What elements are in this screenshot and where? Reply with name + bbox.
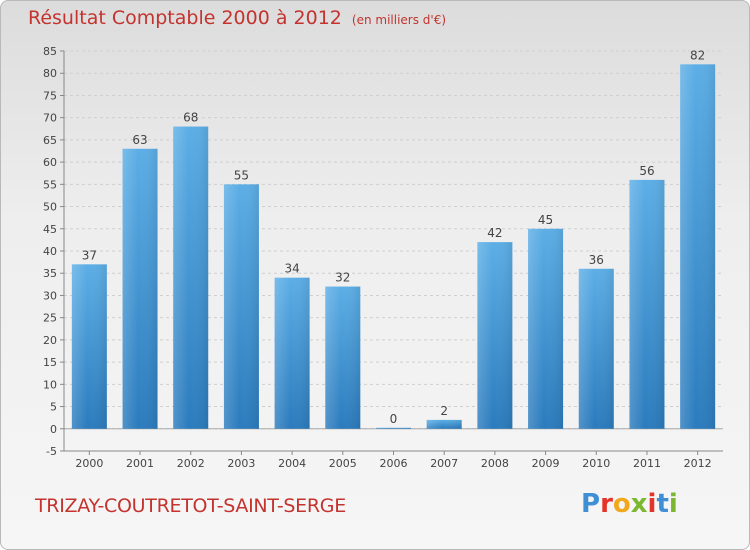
logo-letter: x <box>630 489 648 519</box>
value-label: 63 <box>132 133 147 147</box>
y-tick-label: 20 <box>43 334 57 347</box>
value-label: 82 <box>690 48 705 62</box>
y-tick-label: 5 <box>50 401 57 414</box>
y-tick-label: 25 <box>43 312 57 325</box>
x-tick-label: 2001 <box>126 457 154 470</box>
bar-2010 <box>578 268 614 429</box>
bar-shine <box>578 268 614 429</box>
bar-2006 <box>376 427 411 429</box>
y-tick-label: 80 <box>43 67 57 80</box>
chart-title-text: Résultat Comptable 2000 à 2012 <box>28 7 342 29</box>
bar-shine <box>325 286 361 429</box>
chart-title: Résultat Comptable 2000 à 2012 (en millie… <box>28 7 446 29</box>
bar-2002 <box>173 126 209 429</box>
value-label: 0 <box>390 412 398 426</box>
bar-shine <box>71 264 107 429</box>
value-label: 55 <box>234 168 249 182</box>
logo-letter: i <box>668 489 678 519</box>
bar-shine <box>122 148 158 429</box>
y-tick-label: 10 <box>43 378 57 391</box>
y-tick-label: -5 <box>46 445 57 458</box>
value-label: 68 <box>183 111 198 125</box>
logo-letter: t <box>656 489 669 519</box>
x-tick-label: 2012 <box>684 457 712 470</box>
value-label: 32 <box>335 271 350 285</box>
value-label: 37 <box>82 248 97 262</box>
bar-shine <box>426 419 462 429</box>
bars <box>71 64 716 429</box>
x-tick-label: 2011 <box>633 457 661 470</box>
x-tick-label: 2007 <box>430 457 458 470</box>
logo-letter: i <box>647 489 657 519</box>
x-tick-label: 2002 <box>177 457 205 470</box>
bar-shine <box>528 228 564 429</box>
bar-2009 <box>528 228 564 429</box>
bar-2011 <box>629 179 665 429</box>
value-label: 36 <box>589 253 604 267</box>
bar-2003 <box>223 184 259 429</box>
y-tick-label: 40 <box>43 245 57 258</box>
x-tick-label: 2006 <box>380 457 408 470</box>
value-label: 42 <box>487 226 502 240</box>
proxiti-logo: Proxiti <box>581 489 678 519</box>
y-tick-label: 45 <box>43 223 57 236</box>
value-label: 56 <box>639 164 654 178</box>
value-label: 45 <box>538 213 553 227</box>
bar-shine <box>223 184 259 429</box>
logo-letter: r <box>600 489 613 519</box>
bar-2008 <box>477 242 513 429</box>
labels: 37 2000 63 2001 68 2002 55 2003 34 2004 32 2005 0 200… <box>75 48 711 470</box>
y-tick-label: 30 <box>43 289 57 302</box>
y-tick-label: 70 <box>43 112 57 125</box>
x-tick-label: 2005 <box>329 457 357 470</box>
commune-name: TRIZAY-COUTRETOT-SAINT-SERGE <box>35 495 346 517</box>
bar-shine <box>629 179 665 429</box>
y-tick-label: 65 <box>43 134 57 147</box>
bar-2005 <box>325 286 361 429</box>
value-label: 2 <box>440 404 448 418</box>
logo-letter: P <box>581 489 601 519</box>
x-tick-label: 2004 <box>278 457 306 470</box>
bar-2012 <box>680 64 716 429</box>
y-tick-label: 35 <box>43 267 57 280</box>
bar-2001 <box>122 148 158 429</box>
grid <box>64 50 723 452</box>
x-tick-label: 2010 <box>582 457 610 470</box>
chart-unit: (en milliers d'€) <box>351 13 447 27</box>
value-label: 34 <box>284 262 299 276</box>
y-tick-label: 50 <box>43 201 57 214</box>
bar-shine <box>477 242 513 429</box>
x-tick-label: 2000 <box>75 457 103 470</box>
bar-2000 <box>71 264 107 429</box>
y-tick-label: 15 <box>43 356 57 369</box>
y-tick-label: 75 <box>43 89 57 102</box>
y-tick-label: 55 <box>43 178 57 191</box>
x-tick-label: 2008 <box>481 457 509 470</box>
x-tick-label: 2003 <box>227 457 255 470</box>
bar-2007 <box>426 419 462 429</box>
y-tick-label: 85 <box>43 45 57 58</box>
y-tick-label: 0 <box>50 423 57 436</box>
bar-shine <box>274 277 310 429</box>
bar-shine <box>173 126 209 429</box>
x-tick-label: 2009 <box>532 457 560 470</box>
bar-shine <box>376 427 411 429</box>
logo-letter: o <box>612 489 631 519</box>
bar-2004 <box>274 277 310 429</box>
bar-shine <box>680 64 716 429</box>
y-tick-label: 60 <box>43 156 57 169</box>
